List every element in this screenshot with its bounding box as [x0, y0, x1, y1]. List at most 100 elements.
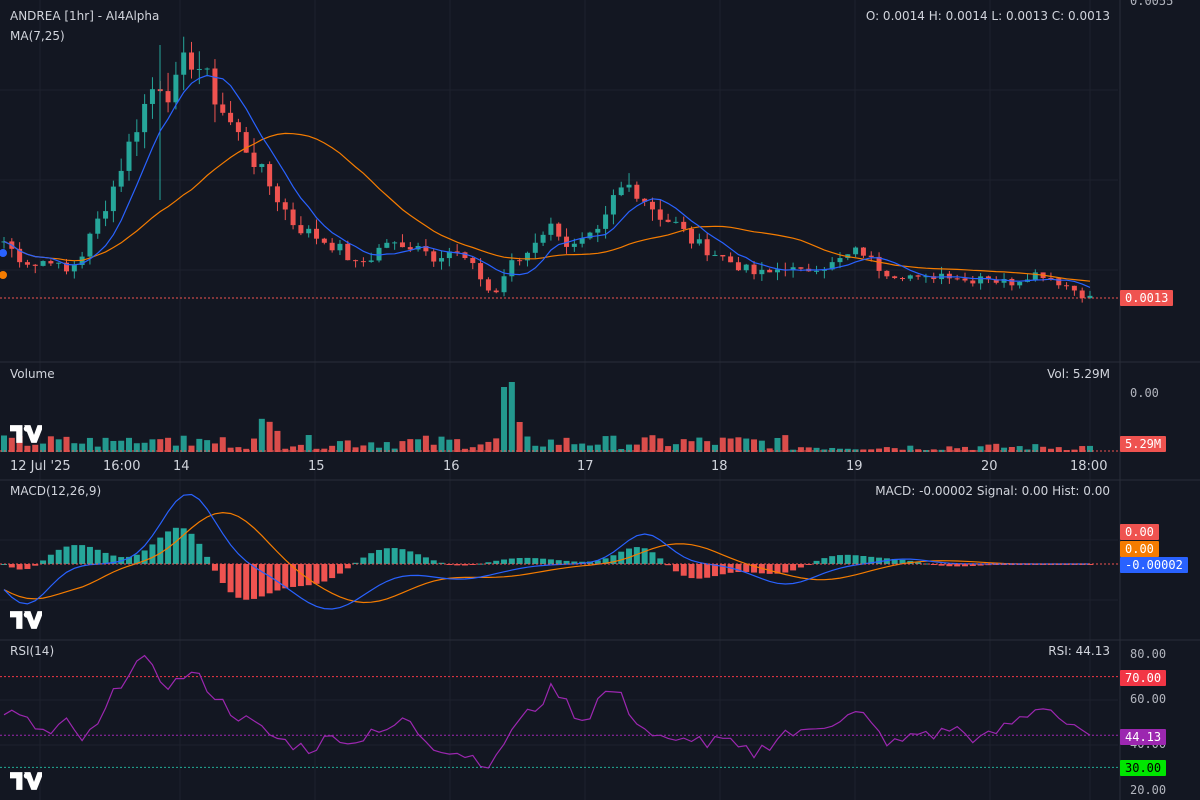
volume-bar	[126, 437, 133, 452]
volume-last-tag: 5.29M	[1120, 436, 1167, 452]
candle-body	[610, 195, 616, 215]
candle-body	[907, 275, 913, 279]
candle-body	[142, 103, 148, 133]
time-axis-label: 19	[846, 459, 863, 474]
candle-body	[321, 238, 327, 243]
candle-body	[548, 223, 554, 235]
volume-bar	[586, 445, 593, 452]
volume-bar	[1001, 447, 1008, 452]
volume-bar	[751, 439, 758, 452]
volume-bar	[485, 441, 492, 452]
candle-body	[603, 214, 609, 229]
volume-bar	[368, 442, 375, 452]
volume-bar	[602, 436, 609, 452]
macd-histogram-bar	[391, 548, 398, 564]
volume-bar	[141, 442, 148, 452]
macd-histogram-bar	[251, 564, 258, 599]
volume-bar	[688, 441, 695, 452]
candle-body	[439, 258, 445, 262]
macd-histogram-bar	[344, 564, 351, 569]
macd-histogram-bar	[8, 564, 15, 568]
macd-histogram-bar	[383, 548, 390, 564]
volume-bar	[641, 437, 648, 452]
chart-title: ANDREA [1hr] - AI4Alpha	[10, 9, 160, 23]
tradingview-logo-icon	[10, 611, 42, 629]
macd-histogram-bar	[954, 564, 961, 567]
macd-histogram-bar	[321, 564, 328, 582]
candle-body	[1064, 285, 1070, 287]
candle-body	[735, 262, 741, 271]
macd-histogram-bar	[508, 558, 515, 564]
macd-histogram-bar	[540, 558, 547, 564]
candle-body	[814, 270, 820, 272]
candle-body	[173, 74, 179, 103]
candle-body	[40, 261, 46, 266]
macd-histogram-bar	[454, 564, 461, 566]
candle-body	[462, 252, 468, 259]
volume-bar	[1016, 446, 1023, 452]
candle-body	[767, 269, 773, 273]
macd-histogram-bar	[329, 564, 336, 579]
candle-body	[1009, 278, 1015, 286]
macd-histogram-bar	[493, 560, 500, 564]
candle-body	[743, 264, 749, 271]
candle-body	[454, 251, 460, 253]
volume-bar	[1, 435, 7, 452]
volume-bar	[258, 418, 265, 452]
ma-slow-marker	[0, 271, 7, 279]
macd-histogram-bar	[563, 560, 570, 564]
volume-bar	[797, 447, 804, 452]
volume-bar	[422, 435, 429, 452]
volume-bar	[516, 422, 523, 452]
candle-body	[860, 247, 866, 256]
volume-bar	[157, 439, 164, 452]
rsi-last-tag: 44.13	[1120, 729, 1167, 745]
volume-bar	[40, 443, 47, 452]
candle-body	[540, 234, 546, 243]
candle-body	[751, 264, 757, 275]
macd-histogram-bar	[743, 564, 750, 572]
time-axis-label: 16:00	[103, 459, 141, 474]
candle-body	[204, 68, 210, 70]
ma-fast-marker	[0, 249, 7, 257]
macd-histogram-bar	[133, 554, 140, 564]
volume-bar	[649, 435, 656, 452]
candle-body	[704, 239, 710, 256]
volume-bar	[493, 438, 500, 452]
volume-bar	[665, 446, 672, 452]
volume-bar	[282, 448, 289, 452]
volume-bar	[1071, 449, 1078, 452]
candle-body	[274, 186, 280, 203]
candle-body	[876, 256, 882, 271]
macd-histogram-bar	[915, 562, 922, 564]
macd-histogram-bar	[719, 564, 726, 575]
macd-histogram-bar	[977, 564, 984, 566]
volume-bar	[211, 443, 218, 452]
candle-body	[118, 170, 124, 187]
macd-histogram-bar	[86, 546, 93, 564]
volume-bar	[868, 449, 875, 452]
time-axis-label: 17	[577, 459, 594, 474]
macd-histogram-bar	[766, 564, 773, 574]
volume-bar	[680, 439, 687, 452]
macd-histogram-bar	[649, 552, 656, 564]
volume-bar	[1055, 447, 1062, 452]
candle-body	[642, 198, 648, 202]
price-axis-top-label: 0.0055	[1130, 0, 1174, 8]
volume-bar	[899, 449, 906, 452]
candle-body	[899, 278, 905, 280]
macd-histogram-bar	[899, 559, 906, 564]
macd-histogram-bar	[547, 559, 554, 564]
candle-body	[423, 246, 429, 252]
candle-body	[759, 269, 765, 275]
macd-histogram-bar	[485, 562, 492, 564]
volume-axis-label: 0.00	[1130, 386, 1159, 400]
candle-body	[626, 184, 632, 188]
candle-body	[493, 290, 499, 293]
volume-bar	[1024, 449, 1031, 452]
candle-body	[509, 260, 515, 277]
volume-bar	[133, 443, 140, 452]
macd-histogram-bar	[141, 550, 148, 564]
macd-histogram-bar	[204, 556, 211, 564]
candle-body	[884, 270, 890, 277]
